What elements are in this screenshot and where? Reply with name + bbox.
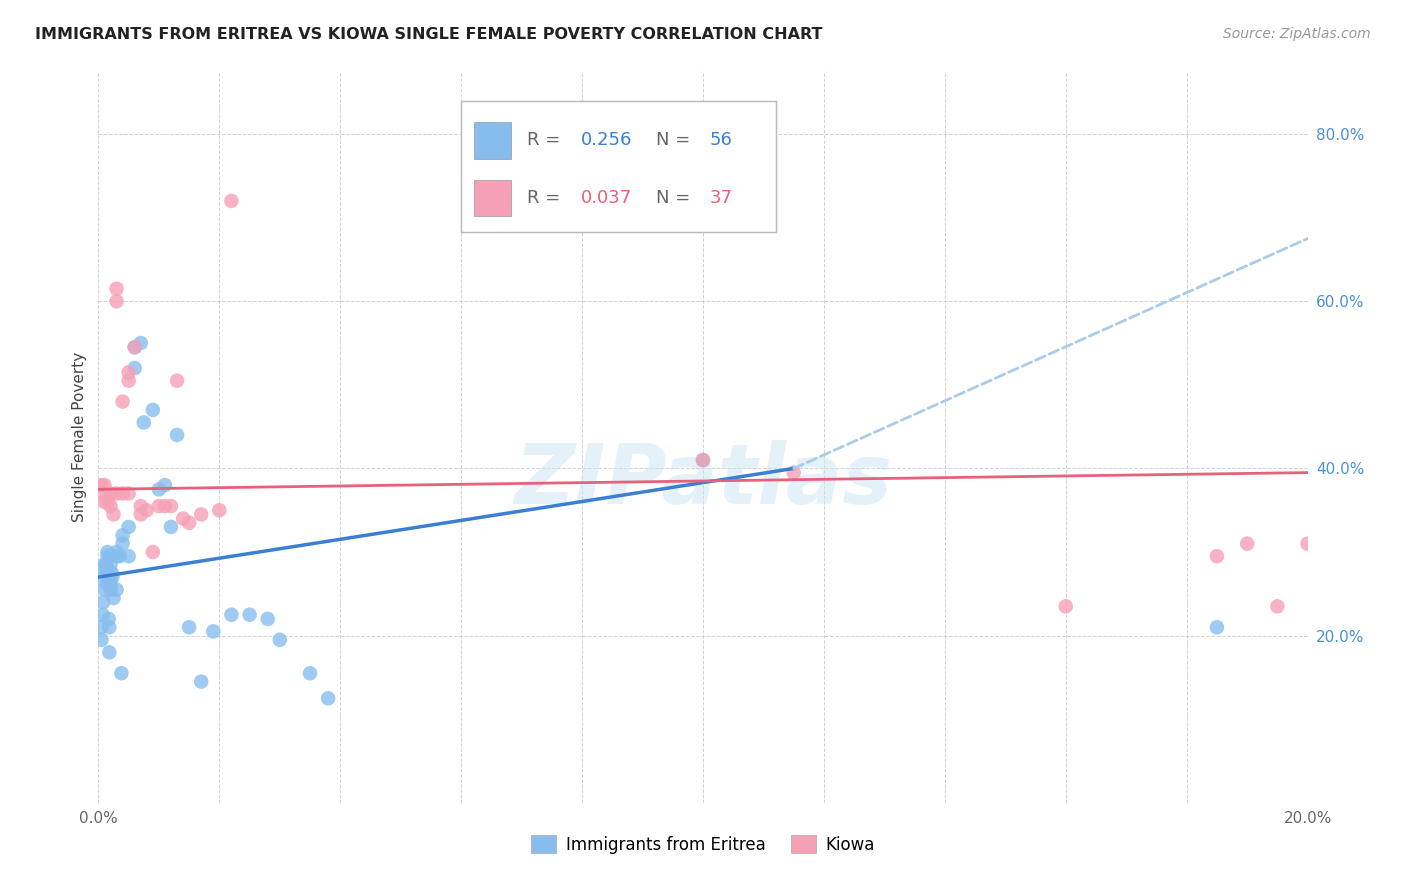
Point (97, 612, 120, 626)
Point (166, 374, 188, 388)
Point (111, 536, 134, 550)
Point (692, 453, 714, 467)
Point (100, 549, 122, 564)
Point (111, 486, 134, 500)
Point (105, 486, 128, 500)
Point (132, 416, 155, 430)
Point (190, 508, 212, 522)
Point (100, 558, 122, 572)
Point (256, 612, 278, 626)
Point (299, 666, 322, 681)
Point (100, 578, 122, 592)
Point (1236, 536, 1258, 550)
Point (316, 691, 339, 706)
Point (179, 516, 201, 530)
Point (96, 495, 118, 509)
Point (692, 453, 714, 467)
Point (98, 620, 121, 634)
Point (208, 503, 231, 517)
Point (100, 486, 122, 500)
Point (96, 545, 118, 559)
Point (202, 624, 225, 639)
Point (97, 578, 120, 592)
Point (118, 520, 141, 534)
Point (90, 632, 112, 647)
Point (221, 607, 243, 622)
Point (148, 499, 170, 513)
Point (90, 478, 112, 492)
Point (93, 486, 115, 500)
Point (90, 620, 112, 634)
Text: ZIPatlas: ZIPatlas (515, 441, 891, 522)
Point (105, 549, 128, 564)
Point (97, 574, 120, 589)
Point (142, 403, 165, 417)
Point (783, 466, 806, 480)
Point (105, 582, 128, 597)
Y-axis label: Single Female Poverty: Single Female Poverty (72, 352, 87, 522)
Point (148, 483, 170, 497)
Point (124, 340, 146, 354)
Point (153, 499, 176, 513)
Point (166, 428, 188, 442)
Point (91, 607, 114, 622)
Point (129, 499, 152, 513)
Point (111, 528, 134, 542)
Point (160, 520, 183, 534)
Point (100, 499, 122, 513)
Point (1206, 549, 1229, 564)
Point (129, 508, 152, 522)
Text: Source: ZipAtlas.com: Source: ZipAtlas.com (1223, 27, 1371, 41)
Point (93, 558, 115, 572)
Point (1296, 536, 1319, 550)
Point (100, 582, 122, 597)
Point (96, 562, 118, 576)
Point (118, 549, 141, 564)
Point (100, 566, 122, 580)
Point (96, 549, 118, 564)
Point (221, 194, 243, 208)
Point (118, 486, 141, 500)
Point (105, 282, 128, 296)
Point (1206, 620, 1229, 634)
Point (94, 558, 117, 572)
Point (93, 566, 115, 580)
Point (1054, 599, 1077, 614)
Point (108, 549, 131, 564)
Point (269, 632, 291, 647)
Point (153, 478, 176, 492)
Point (105, 545, 128, 559)
Point (129, 336, 152, 351)
Point (142, 545, 165, 559)
Point (93, 478, 115, 492)
Point (118, 374, 141, 388)
Point (103, 591, 125, 605)
Point (124, 340, 146, 354)
Point (190, 674, 212, 689)
Legend: Immigrants from Eritrea, Kiowa: Immigrants from Eritrea, Kiowa (524, 829, 882, 860)
Point (239, 607, 262, 622)
Point (105, 294, 128, 309)
Point (100, 574, 122, 589)
Point (118, 365, 141, 379)
Text: IMMIGRANTS FROM ERITREA VS KIOWA SINGLE FEMALE POVERTY CORRELATION CHART: IMMIGRANTS FROM ERITREA VS KIOWA SINGLE … (35, 27, 823, 42)
Point (172, 511, 194, 525)
Point (1267, 599, 1289, 614)
Point (100, 566, 122, 580)
Point (110, 666, 132, 681)
Point (103, 508, 125, 522)
Point (135, 503, 157, 517)
Point (101, 570, 124, 584)
Point (96, 566, 118, 580)
Point (93, 495, 115, 509)
Point (124, 361, 146, 376)
Point (93, 574, 115, 589)
Point (91, 595, 114, 609)
Point (111, 394, 134, 409)
Point (179, 620, 201, 634)
Point (98, 645, 121, 659)
Point (93, 582, 115, 597)
Point (160, 499, 183, 513)
